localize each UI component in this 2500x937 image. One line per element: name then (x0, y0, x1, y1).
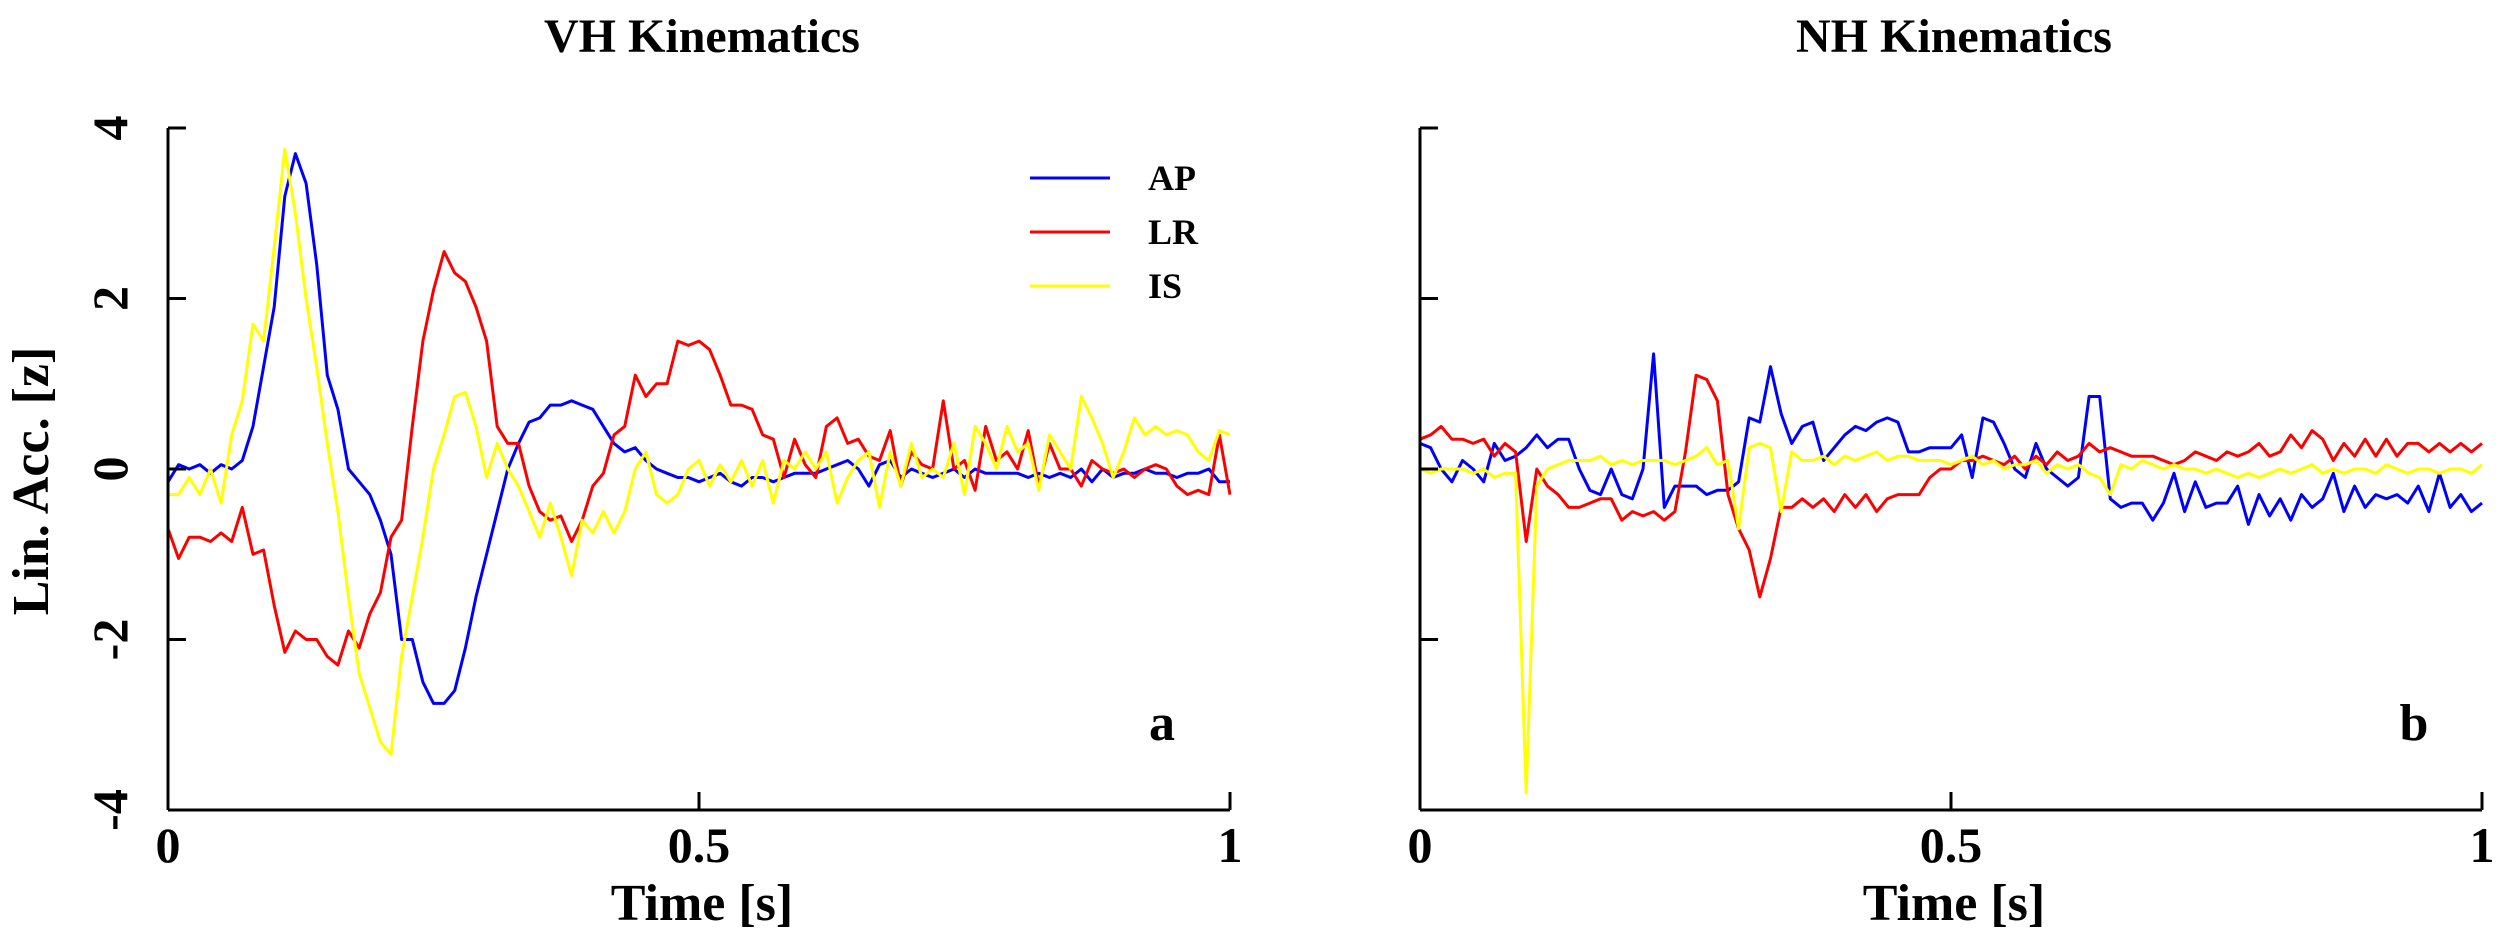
x-tick-label: 0.5 (1920, 817, 1983, 873)
panel-label: b (2400, 695, 2429, 752)
y-tick-label: 2 (82, 286, 138, 311)
y-tick-label: 4 (82, 116, 138, 141)
panel-nh-kinematics: NH Kinematics Time [s] b 0 0.5 1 (1408, 10, 2495, 932)
y-axis-label: Lin. Acc. [z] (3, 347, 60, 616)
series-line-is (1419, 441, 2483, 795)
chart-title: NH Kinematics (1796, 10, 2112, 63)
plot-area: 0 0.5 1 (1408, 126, 2495, 873)
series-line-is (168, 147, 1231, 757)
x-tick-label: 0 (156, 817, 181, 873)
plot-area: -4 -2 0 2 4 0 0.5 1 (82, 116, 1243, 874)
x-tick-label: 0.5 (668, 817, 731, 873)
chart-title: VH Kinematics (544, 10, 860, 63)
x-axis-label: Time [s] (1863, 875, 2045, 932)
series-line-lr (166, 250, 1232, 667)
series-line-lr (1419, 373, 2483, 599)
y-tick-label: 0 (82, 457, 138, 482)
legend-label-lr: LR (1148, 212, 1199, 252)
x-tick-label: 1 (1218, 817, 1243, 873)
x-tick-label: 0 (1408, 817, 1433, 873)
panel-vh-kinematics: VH Kinematics Lin. Acc. [z] Time [s] a -… (3, 10, 1243, 932)
x-tick-label: 1 (2470, 817, 2495, 873)
series-line-ap (1419, 352, 2483, 526)
y-tick-label: -2 (82, 619, 138, 661)
legend-label-ap: AP (1148, 158, 1196, 198)
y-tick-label: -4 (82, 789, 138, 831)
legend: AP LR IS (1030, 158, 1199, 306)
x-axis-label: Time [s] (611, 875, 793, 932)
series-line-ap (166, 152, 1230, 705)
panel-label: a (1149, 695, 1175, 752)
legend-label-is: IS (1148, 266, 1182, 306)
